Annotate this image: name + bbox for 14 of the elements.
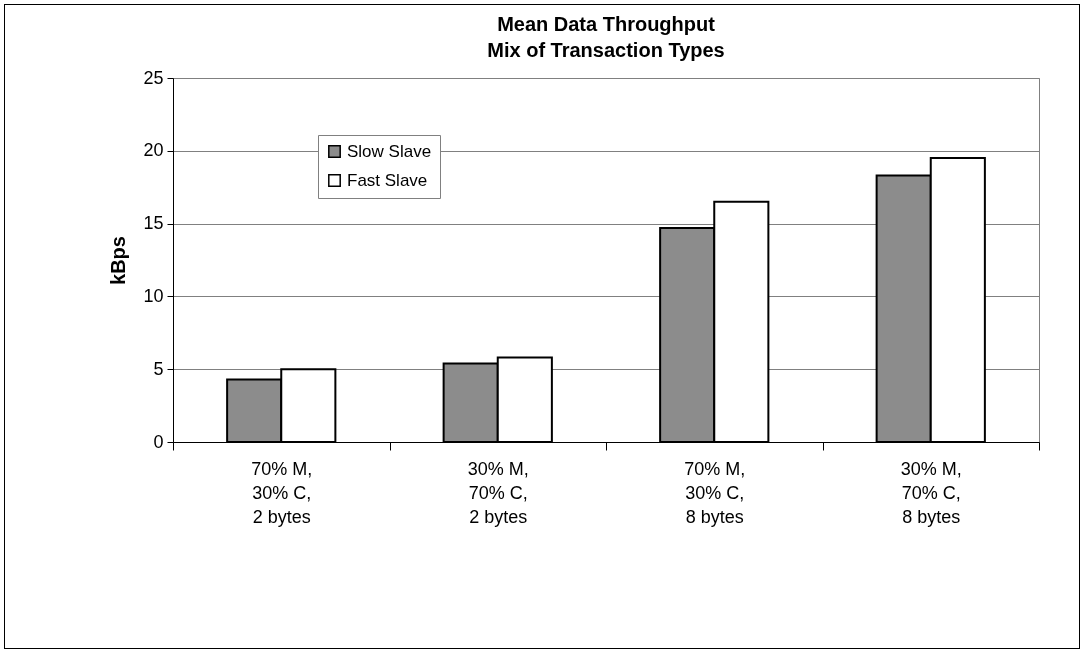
x-tick-label: 70% M, 30% C, 2 bytes (251, 458, 313, 527)
y-tick-label: 15 (143, 213, 164, 234)
y-tick-label: 0 (153, 431, 164, 452)
legend-label: Fast Slave (347, 170, 428, 190)
y-tick-label: 10 (143, 285, 164, 306)
legend-label: Slow Slave (347, 141, 432, 161)
y-tick-label: 25 (143, 67, 164, 88)
y-tick-label: 20 (143, 140, 164, 161)
x-tick-label: 30% M, 70% C, 2 bytes (467, 458, 529, 527)
y-tick-label: 5 (153, 358, 164, 379)
x-tick-label: 70% M, 30% C, 8 bytes (684, 458, 746, 527)
x-tick-label: 30% M, 70% C, 8 bytes (900, 458, 962, 527)
y-axis-title: kBps (107, 236, 130, 285)
chart-title: Mean Data Throughput Mix of Transaction Types (487, 13, 725, 61)
